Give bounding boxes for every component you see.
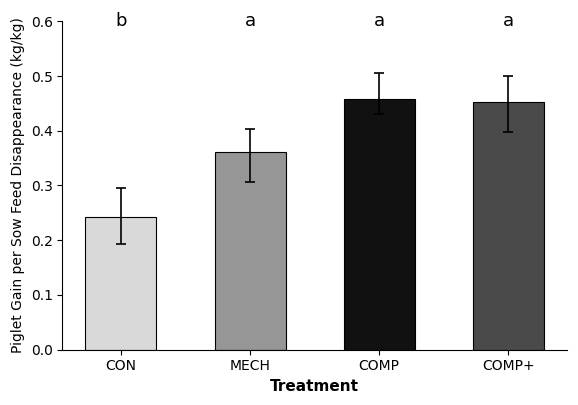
Bar xyxy=(86,217,157,350)
Bar xyxy=(344,99,415,350)
Bar xyxy=(214,151,286,350)
X-axis label: Treatment: Treatment xyxy=(270,379,359,394)
Text: a: a xyxy=(503,11,514,30)
Bar xyxy=(473,102,544,350)
Y-axis label: Piglet Gain per Sow Feed Disappearance (kg/kg): Piglet Gain per Sow Feed Disappearance (… xyxy=(11,17,25,354)
Text: b: b xyxy=(115,11,127,30)
Text: a: a xyxy=(244,11,255,30)
Text: a: a xyxy=(373,11,385,30)
